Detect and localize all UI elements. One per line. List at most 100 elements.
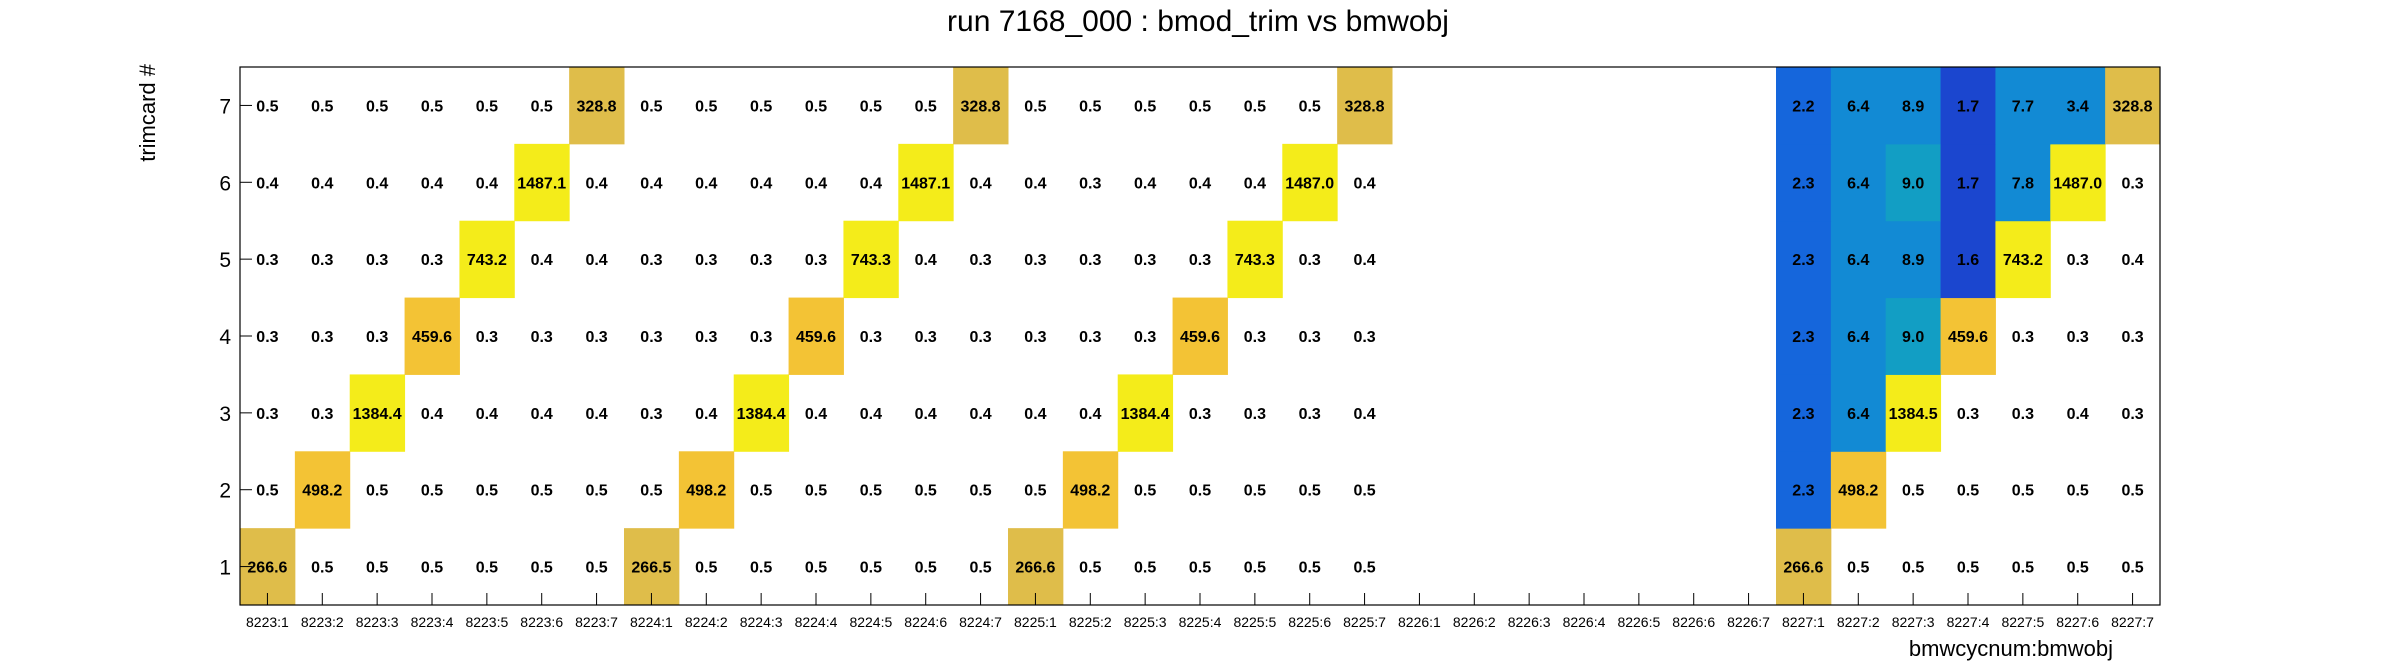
cell-value-label: 0.5 [585, 560, 607, 577]
heatmap-cell [733, 374, 790, 452]
cell-value-label: 0.4 [421, 406, 443, 423]
chart-title: run 7168_000 : bmod_trim vs bmwobj [947, 5, 1449, 38]
cell-value-label: 0.5 [750, 98, 772, 115]
cell-value-label: 0.5 [1299, 483, 1321, 500]
cell-value-label: 0.5 [2012, 483, 2034, 500]
cell-value-label: 8.9 [1902, 98, 1924, 115]
cell-value-label: 0.5 [805, 560, 827, 577]
cell-value-label: 0.5 [1079, 560, 1101, 577]
heatmap-cell [1830, 374, 1887, 452]
cell-value-label: 0.3 [2067, 329, 2089, 346]
cell-value-label: 1487.1 [901, 175, 950, 192]
heatmap-cell [1885, 374, 1942, 452]
x-tick-label: 8226:3 [1508, 614, 1551, 630]
cell-value-label: 0.5 [969, 560, 991, 577]
x-tick-label: 8224:4 [795, 614, 838, 630]
x-tick-label: 8227:7 [2111, 614, 2154, 630]
cell-value-label: 0.4 [915, 406, 937, 423]
cell-value-label: 0.5 [476, 560, 498, 577]
cell-value-label: 0.4 [531, 252, 553, 269]
cell-value-label: 0.5 [1847, 560, 1869, 577]
cell-value-label: 9.0 [1902, 329, 1924, 346]
cell-value-label: 0.4 [1353, 175, 1375, 192]
cell-value-label: 0.3 [1353, 329, 1375, 346]
cell-value-label: 0.5 [2067, 483, 2089, 500]
cell-value-label: 0.3 [531, 329, 553, 346]
cell-value-label: 0.3 [256, 329, 278, 346]
cell-value-label: 1384.5 [1889, 406, 1938, 423]
cell-value-label: 0.3 [1299, 329, 1321, 346]
cell-value-label: 0.5 [695, 560, 717, 577]
cell-value-label: 0.5 [366, 98, 388, 115]
cell-value-label: 0.4 [1134, 175, 1156, 192]
cell-value-label: 0.3 [750, 252, 772, 269]
cell-value-label: 7.7 [2012, 98, 2034, 115]
cell-value-label: 0.4 [915, 252, 937, 269]
cell-value-label: 0.3 [2012, 329, 2034, 346]
cell-value-label: 0.5 [1024, 483, 1046, 500]
cell-value-label: 0.5 [1134, 560, 1156, 577]
x-tick-label: 8223:2 [301, 614, 344, 630]
cell-value-label: 0.3 [805, 252, 827, 269]
cell-value-label: 743.3 [851, 252, 891, 269]
x-tick-label: 8224:7 [959, 614, 1002, 630]
cell-value-label: 0.5 [366, 560, 388, 577]
y-tick-label: 2 [219, 480, 231, 503]
heatmap-cell [1776, 297, 1832, 375]
cell-value-label: 0.5 [476, 483, 498, 500]
cell-value-label: 0.5 [915, 560, 937, 577]
cell-value-label: 266.6 [1783, 560, 1823, 577]
cell-value-label: 0.5 [915, 483, 937, 500]
heatmap-cell [1776, 374, 1832, 452]
cell-value-label: 0.3 [750, 329, 772, 346]
heatmap-cell [1885, 297, 1942, 375]
heatmap-cell [1776, 67, 1832, 145]
cell-value-label: 0.3 [1134, 252, 1156, 269]
cell-value-label: 0.5 [531, 560, 553, 577]
cell-value-label: 0.3 [1299, 406, 1321, 423]
cell-value-label: 0.4 [1189, 175, 1211, 192]
cell-value-label: 0.3 [1244, 406, 1266, 423]
x-tick-label: 8224:1 [630, 614, 673, 630]
x-tick-label: 8223:6 [520, 614, 563, 630]
cell-value-label: 0.3 [1024, 329, 1046, 346]
cell-value-label: 0.5 [2121, 560, 2143, 577]
cell-value-label: 0.3 [311, 406, 333, 423]
cell-value-label: 0.5 [421, 98, 443, 115]
heatmap-cell [1995, 143, 2051, 222]
cell-value-label: 0.3 [2067, 252, 2089, 269]
x-axis-title: bmwcycnum:bmwobj [1909, 636, 2113, 661]
cell-value-label: 0.4 [969, 406, 991, 423]
heatmap-cell [2050, 143, 2106, 222]
cell-value-label: 6.4 [1847, 252, 1869, 269]
cells-layer [240, 67, 2161, 606]
cell-value-label: 0.4 [695, 175, 717, 192]
x-tick-label: 8225:1 [1014, 614, 1057, 630]
heatmap-cell [1830, 67, 1887, 145]
heatmap-cell [624, 528, 680, 606]
y-tick-label: 5 [219, 249, 231, 272]
cell-value-label: 0.4 [1024, 406, 1046, 423]
cell-value-label: 1487.1 [517, 175, 566, 192]
cell-value-label: 266.6 [1015, 560, 1055, 577]
cell-value-label: 0.3 [256, 252, 278, 269]
x-axis: 8223:1 8223:2 8223:3 8223:4 8223:5 8223:6 8223… [246, 593, 2154, 630]
cell-value-label: 0.5 [421, 560, 443, 577]
cell-value-label: 0.5 [1902, 483, 1924, 500]
cell-value-label: 0.5 [860, 560, 882, 577]
cell-value-label: 0.3 [311, 252, 333, 269]
cell-value-label: 0.5 [860, 483, 882, 500]
cell-value-label: 9.0 [1902, 175, 1924, 192]
cell-value-label: 0.5 [1353, 560, 1375, 577]
cell-value-label: 0.5 [366, 483, 388, 500]
cell-value-label: 0.5 [256, 98, 278, 115]
cell-value-label: 0.5 [585, 483, 607, 500]
cell-value-label: 0.3 [2012, 406, 2034, 423]
cell-value-label: 266.6 [247, 560, 287, 577]
x-tick-label: 8226:7 [1727, 614, 1770, 630]
cell-value-label: 0.4 [1353, 252, 1375, 269]
heatmap-cell [514, 143, 570, 222]
heatmap-cell [1008, 528, 1064, 606]
cell-value-label: 6.4 [1847, 329, 1869, 346]
cell-value-label: 0.5 [1957, 560, 1979, 577]
